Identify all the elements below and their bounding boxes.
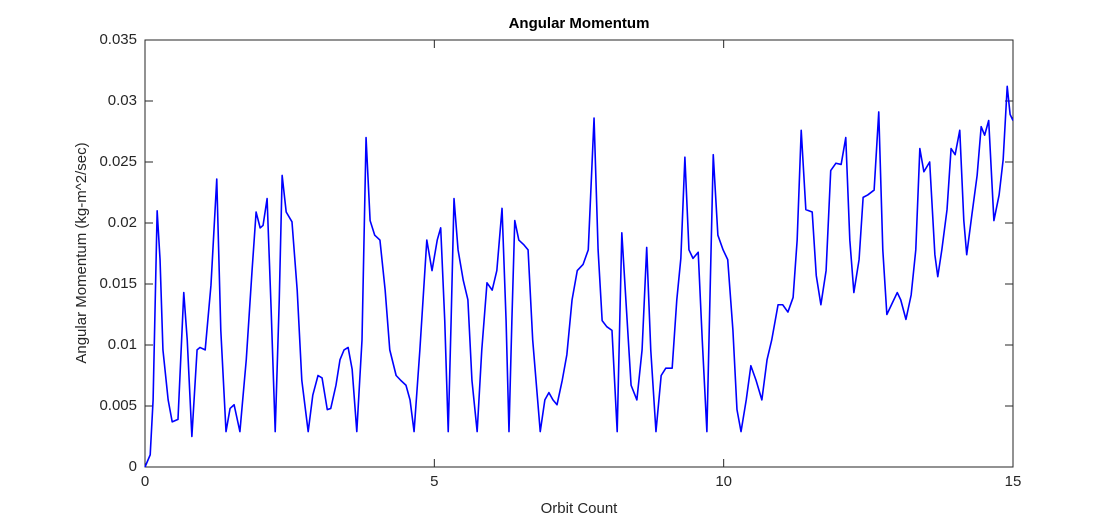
data-line [144, 85, 1014, 468]
x-tick-label: 10 [715, 473, 732, 490]
chart-title: Angular Momentum [509, 15, 650, 32]
x-tick-label: 15 [1005, 473, 1022, 490]
y-tick-label: 0.035 [99, 31, 137, 48]
x-axis-label: Orbit Count [541, 500, 619, 517]
y-tick-label: 0.005 [99, 397, 137, 414]
y-tick-label: 0.015 [99, 275, 137, 292]
y-tick-label: 0 [129, 458, 137, 475]
x-tick-label: 5 [430, 473, 438, 490]
x-tick-label: 0 [141, 473, 149, 490]
y-tick-label: 0.025 [99, 153, 137, 170]
plot-frame [144, 39, 1014, 468]
y-tick-label: 0.02 [108, 214, 137, 231]
y-tick-label: 0.03 [108, 92, 137, 109]
y-axis-label: Angular Momentum (kg-m^2/sec) [73, 142, 90, 363]
y-tick-label: 0.01 [108, 336, 137, 353]
